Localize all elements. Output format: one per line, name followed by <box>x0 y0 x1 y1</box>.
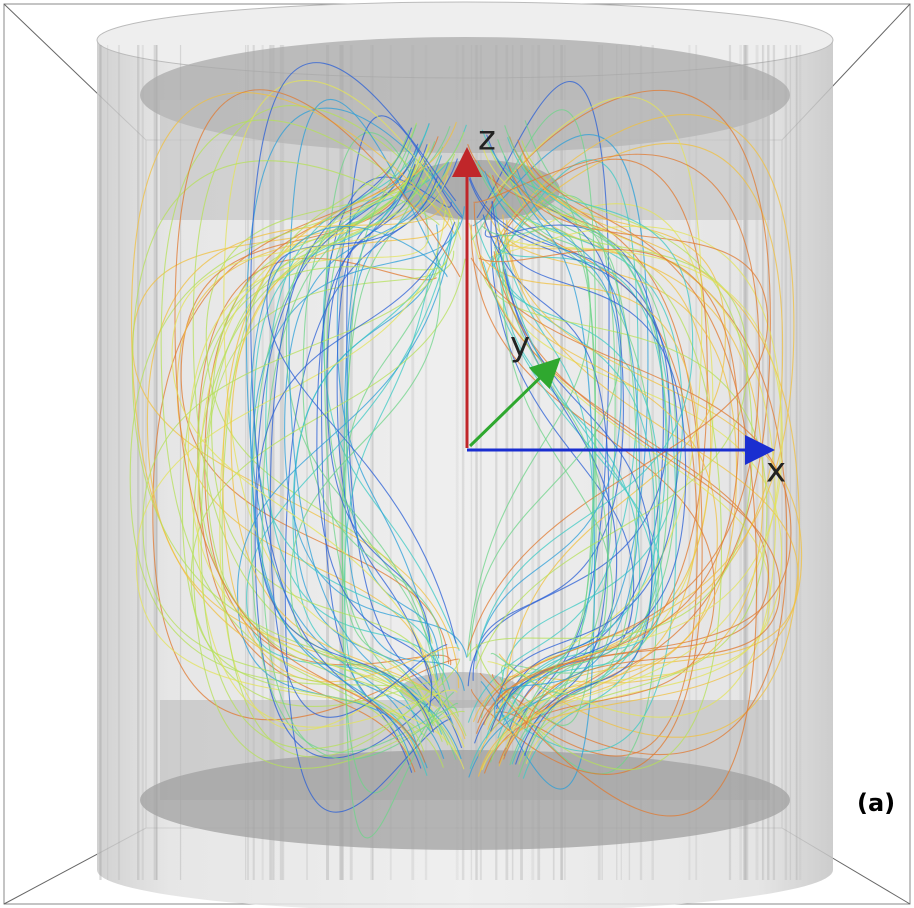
panel-label: (a) <box>857 789 895 817</box>
z-label: z <box>478 119 496 159</box>
y-label: y <box>510 325 530 365</box>
figure: z y x (a) <box>0 0 914 908</box>
x-label: x <box>766 451 786 491</box>
page: {"axes": {"z": "z", "y": "y", "x": "x"},… <box>0 0 914 908</box>
